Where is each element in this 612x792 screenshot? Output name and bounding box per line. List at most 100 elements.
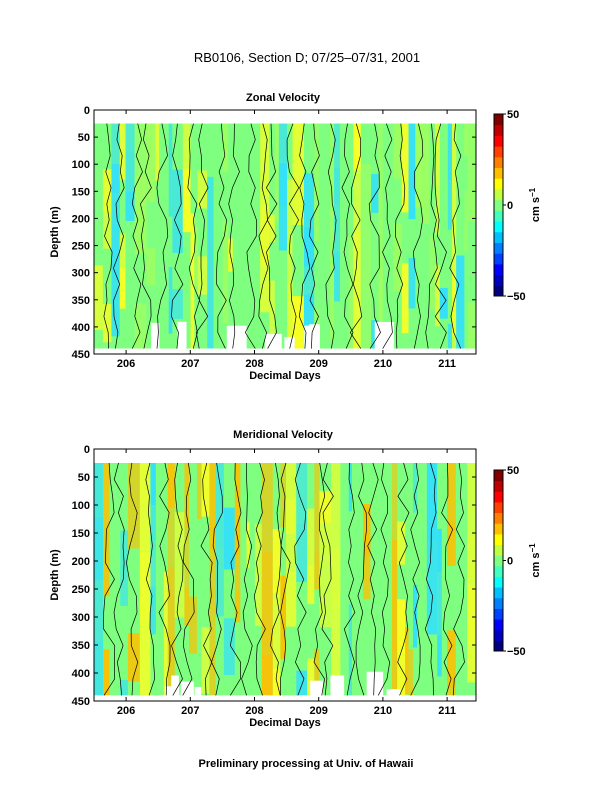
zonal-field-cell [111, 163, 120, 194]
zonal-field-cell [314, 181, 319, 241]
meridional-y-ticks: 0 50 100 150 200 250 300 350 400 450 [72, 444, 476, 708]
meridional-field-cell [455, 564, 468, 663]
meridional-field-cell [254, 523, 262, 570]
zonal-field-cell [452, 273, 457, 337]
zonal-zero-contour [349, 123, 363, 349]
zonal-y-tick-label: 250 [72, 241, 90, 253]
zonal-field-cell [111, 123, 120, 164]
zonal-zero-contour [103, 123, 113, 349]
meridional-field-cell [234, 555, 241, 592]
meridional-field-cell [447, 630, 456, 688]
meridional-field-cell [249, 463, 255, 544]
zonal-colorbar-swatch [494, 146, 503, 158]
zonal-zero-contour [244, 123, 257, 349]
meridional-field-cell [163, 644, 168, 696]
zonal-field-cell [232, 298, 243, 349]
zonal-y-tick-label: 350 [72, 295, 90, 307]
meridional-zero-contour [410, 462, 421, 696]
zonal-field-cell [371, 173, 379, 213]
zonal-field-cell [182, 123, 191, 169]
meridional-field-cell [127, 463, 140, 549]
meridional-field-cell [307, 658, 315, 696]
zonal-colorbar-swatch [494, 231, 503, 243]
meridional-field-cell [150, 586, 156, 635]
zonal-colorbar-swatch [494, 178, 503, 190]
zonal-colorbar: 50 0 −50 cm s−1 [493, 109, 542, 303]
meridional-colorbar-swatch [494, 619, 503, 631]
zonal-colorbar-tick-label: −50 [507, 291, 526, 303]
meridional-colorbar-swatch [494, 565, 503, 577]
zonal-field-cell [278, 123, 288, 164]
zonal-field-cell [269, 280, 275, 343]
meridional-field-cell [319, 490, 332, 524]
zonal-field-cell [287, 281, 293, 337]
meridional-colorbar-label-exponent: −1 [528, 543, 537, 553]
footer-note: Preliminary processing at Univ. of Hawai… [199, 758, 414, 770]
zonal-y-tick-label: 400 [72, 322, 90, 334]
zonal-colorbar-tick-label: 0 [507, 200, 513, 212]
meridional-zero-contour [377, 462, 391, 696]
zonal-field-cell [260, 205, 270, 267]
zonal-field-cell [292, 123, 304, 225]
zonal-field-cell [415, 123, 423, 208]
zonal-no-data-gap [264, 333, 282, 350]
zonal-zero-contour [394, 123, 406, 349]
zonal-field-cell [464, 190, 468, 224]
meridional-x-tick-label: 207 [181, 705, 199, 717]
meridional-colorbar-swatch [494, 629, 503, 641]
meridional-field-cell [352, 541, 363, 574]
meridional-field-cell [155, 536, 164, 608]
meridional-plot-frame [93, 448, 477, 702]
meridional-colorbar-tick-label: 50 [507, 465, 519, 477]
zonal-colorbar-swatch [494, 114, 503, 126]
zonal-field-cell [456, 330, 465, 349]
meridional-field-cell [467, 584, 476, 647]
meridional-colorbar-swatch [494, 597, 503, 609]
zonal-field-cell [182, 168, 191, 233]
meridional-field-cell [249, 543, 255, 625]
meridional-colorbar-swatch [494, 555, 503, 567]
zonal-field-cell [102, 303, 112, 343]
zonal-field-cell [348, 235, 354, 308]
meridional-panel-title: Meridional Velocity [233, 429, 334, 441]
zonal-colorbar-swatch [494, 274, 503, 286]
meridional-field-cell [296, 463, 308, 524]
meridional-field-cell [209, 463, 216, 551]
meridional-no-data-gap [366, 671, 384, 697]
meridional-field-cell [163, 571, 168, 645]
zonal-field-cell [207, 176, 214, 240]
zonal-field-cell [190, 213, 195, 294]
zonal-field-cell [242, 265, 252, 319]
meridional-field-cell [127, 633, 140, 682]
meridional-field-cell [296, 523, 308, 582]
zonal-field-cell [146, 123, 156, 172]
meridional-zero-contour [200, 462, 213, 696]
zonal-zero-contour [171, 123, 184, 349]
zonal-field-cell [422, 123, 430, 224]
zonal-field-cell [447, 323, 453, 349]
zonal-field-cell [401, 123, 409, 213]
zonal-field-cell [401, 263, 409, 334]
meridional-colorbar-label: cm s−1 [528, 543, 542, 578]
meridional-field-cell [184, 527, 190, 589]
meridional-field-cell [391, 585, 398, 652]
zonal-colorbar-swatch [494, 167, 503, 179]
meridional-field-cell [441, 645, 448, 694]
zonal-colorbar-swatch [494, 263, 503, 276]
meridional-field-cell [362, 555, 371, 600]
meridional-zero-contour [113, 462, 125, 696]
meridional-field-cell [397, 598, 406, 655]
zonal-field-cell [353, 123, 361, 171]
zonal-field-cell [371, 320, 379, 349]
zonal-no-data-gap [177, 321, 187, 350]
meridional-field-cell [426, 540, 438, 635]
meridional-colorbar: 50 0 −50 cm s−1 [493, 465, 542, 658]
meridional-zero-contour [270, 462, 282, 696]
meridional-colorbar-tick-label: −50 [507, 646, 526, 658]
meridional-zero-contour [145, 462, 156, 696]
meridional-zero-contour [294, 462, 307, 696]
zonal-field-cell [222, 123, 229, 173]
meridional-field-cell [150, 540, 156, 587]
meridional-field-cell [272, 528, 281, 594]
zonal-field-cell [434, 154, 440, 186]
